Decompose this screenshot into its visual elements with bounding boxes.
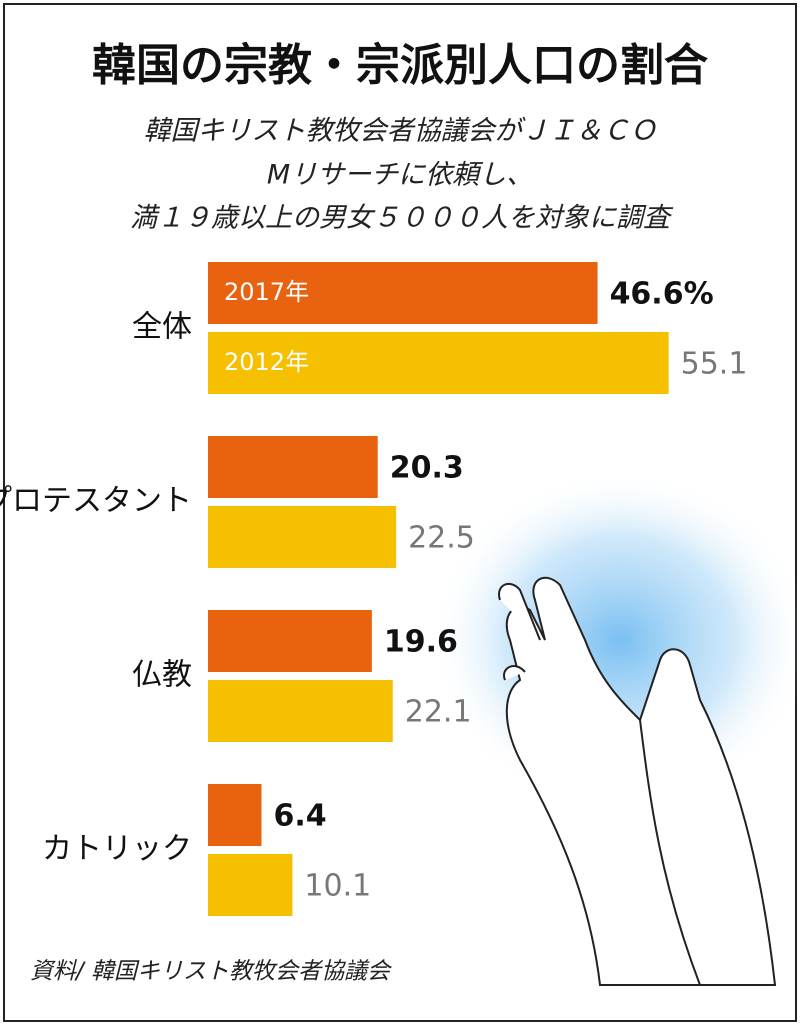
value-label: 10.1 bbox=[304, 869, 371, 904]
bar bbox=[208, 262, 598, 324]
value-label: 46.6% bbox=[610, 277, 714, 312]
subtitle: Mリサーチに依頼し、 bbox=[267, 160, 533, 191]
bar bbox=[208, 436, 378, 498]
value-label: 20.3 bbox=[390, 451, 464, 486]
legend-label: 2012年 bbox=[224, 348, 309, 376]
bar bbox=[208, 610, 372, 672]
legend-label: 2017年 bbox=[224, 278, 309, 306]
subtitle: 韓国キリスト教牧会者協議会がＪＩ＆ＣＯ bbox=[144, 116, 658, 147]
category-label: 全体 bbox=[132, 310, 192, 345]
value-label: 22.1 bbox=[405, 695, 472, 730]
bar bbox=[208, 784, 262, 846]
bar bbox=[208, 332, 669, 394]
chart-title: 韓国の宗教・宗派別人口の割合 bbox=[92, 40, 708, 91]
bar bbox=[208, 854, 293, 916]
bar bbox=[208, 506, 397, 568]
value-label: 19.6 bbox=[384, 625, 458, 660]
bar bbox=[208, 680, 393, 742]
praying-hands bbox=[498, 576, 777, 986]
category-label: プロテスタント bbox=[0, 484, 192, 519]
subtitle: 満１９歳以上の男女５０００人を対象に調査 bbox=[130, 203, 674, 234]
source: 資料/ 韓国キリスト教牧会者協議会 bbox=[30, 959, 393, 985]
value-label: 22.5 bbox=[408, 521, 475, 556]
category-label: カトリック bbox=[42, 832, 192, 867]
value-label: 55.1 bbox=[681, 347, 748, 382]
category-label: 仏教 bbox=[132, 658, 192, 693]
value-label: 6.4 bbox=[274, 799, 327, 834]
